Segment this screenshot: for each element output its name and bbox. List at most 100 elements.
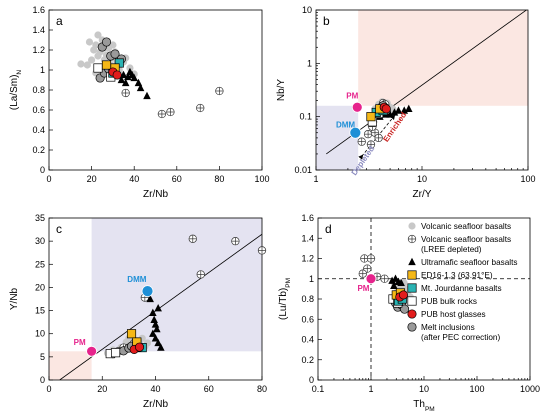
marker-ultramafic <box>397 278 405 286</box>
series-lree-depleted <box>121 86 224 119</box>
marker-volcanic <box>94 31 102 39</box>
marker-ultramafic <box>408 257 416 266</box>
marker-pub-bulk <box>111 348 121 358</box>
marker-lree-depleted <box>374 133 383 143</box>
y-tick-label: 0.8 <box>32 85 45 95</box>
marker-pm <box>351 101 363 113</box>
y-tick-label: 0 <box>309 375 314 385</box>
marker-pub-glass <box>381 104 391 114</box>
x-tick-label: 1000 <box>520 384 540 394</box>
series-ultramafic <box>146 294 165 351</box>
y-tick-label: 1.2 <box>32 45 45 55</box>
marker-lree-depleted <box>157 109 167 119</box>
series-pub-glass <box>395 290 409 302</box>
y-tick-label: 0.01 <box>294 165 312 175</box>
marker-ultramafic <box>394 106 403 114</box>
panel-c: 0 20 40 60 80 0 5 10 15 20 25 30 35 Zr/Nb Y/Nb c PM DMM <box>9 213 267 410</box>
y-axis-label-sub: PM <box>285 278 292 288</box>
y-tick-label: 1 <box>40 65 45 75</box>
marker-pub-glass <box>134 342 145 352</box>
legend-item-lree-depleted: Volcanic seafloor basalts(LREE depleted) <box>407 234 511 254</box>
legend-item-jourdanne: Mt. Jourdanne basalts <box>407 283 502 293</box>
y-axis-label: (La/Sm)N <box>9 70 23 111</box>
zone-enriched <box>49 351 92 380</box>
marker-pub-glass <box>407 309 417 319</box>
marker-volcanic <box>109 41 117 49</box>
marker-lree-depleted <box>358 269 367 278</box>
y-tick-label: 0.6 <box>32 105 45 115</box>
series-dmm <box>349 126 362 139</box>
series-pub-glass <box>108 67 122 80</box>
marker-pub-bulk <box>93 63 103 73</box>
series-pm <box>86 345 97 357</box>
marker-lree-depleted <box>357 137 366 146</box>
y-tick-label: 0 <box>40 375 45 385</box>
x-tick-label: 60 <box>204 384 214 394</box>
marker-lree-depleted <box>407 234 417 244</box>
marker-ultramafic <box>143 91 151 100</box>
series-pub-bulk <box>105 348 121 359</box>
x-tick-label: 100 <box>520 174 535 184</box>
legend-item-volcanic: Volcanic seafloor basalts <box>408 222 511 231</box>
marker-volcanic <box>83 61 91 69</box>
marker-volcanic <box>88 56 96 64</box>
series-pub-glass <box>379 102 391 114</box>
legend-label: Volcanic seafloor basalts <box>421 222 511 231</box>
marker-ed16 <box>366 112 376 122</box>
legend-label: Mt. Jourdanne basalts <box>421 284 502 293</box>
series-ultramafic <box>117 67 151 100</box>
x-axis-label: ThPM <box>413 399 434 413</box>
legend-label: Melt inclusions <box>421 323 475 332</box>
zone-depleted <box>316 105 359 170</box>
marker-ultramafic <box>390 108 399 116</box>
x-tick-label: 40 <box>129 174 139 184</box>
x-tick-label: 1 <box>368 384 373 394</box>
y-tick-label: 1 <box>307 58 312 68</box>
x-axis-label: Zr/Nb <box>143 399 168 410</box>
series-dmm <box>141 285 154 298</box>
x-axis-label-main: Zr/Y <box>413 189 432 200</box>
marker-ultramafic <box>154 338 162 347</box>
legend-label-line2: (after PEC correction) <box>421 333 500 342</box>
marker-ultramafic <box>121 78 130 87</box>
marker-volcanic <box>92 41 100 49</box>
marker-ultramafic <box>119 70 128 79</box>
panel-label: c <box>56 222 62 236</box>
marker-ultramafic <box>404 104 413 113</box>
marker-volcanic <box>85 38 94 46</box>
marker-lree-depleted <box>188 234 197 243</box>
x-tick-label: 20 <box>87 174 97 184</box>
marker-pub-glass <box>398 290 409 300</box>
y-tick-label: 1.6 <box>301 213 314 223</box>
legend-label-line2: (LREE depleted) <box>421 245 482 254</box>
legend-item-ed16: ED16-1,3 (63.91°E) <box>407 270 493 280</box>
y-tick-label: 0.4 <box>301 335 314 345</box>
zone-enriched <box>358 10 528 106</box>
x-tick-label: 40 <box>150 384 160 394</box>
legend-label: Ultramafic seafloor basalts <box>421 258 517 267</box>
y-tick-label: 0.4 <box>32 125 45 135</box>
marker-ultramafic <box>151 320 160 328</box>
y-axis-label: (Lu/Tb)PM <box>278 278 292 320</box>
legend-item-pub-glass: PUB host glasses <box>407 309 486 319</box>
annotation-pm: PM <box>357 284 369 293</box>
marker-ed16 <box>126 329 137 339</box>
marker-ed16 <box>101 60 112 70</box>
panel-d: 0.1 1 10 100 100000.20.40.60.811.21.41.6ThPM… <box>278 213 540 413</box>
y-axis-label: Nb/Y <box>276 79 287 102</box>
y-tick-label: 0.8 <box>301 294 314 304</box>
x-axis-label-main: Th <box>413 399 425 410</box>
x-axis-label-main: Zr/Nb <box>143 399 168 410</box>
x-tick-label: 0 <box>46 174 51 184</box>
x-tick-label: 80 <box>214 174 224 184</box>
marker-lree-depleted <box>380 274 389 283</box>
marker-lree-depleted <box>231 236 240 246</box>
y-axis-label-main: Y/Nb <box>9 287 20 310</box>
legend-label: PUB bulk rocks <box>421 297 477 306</box>
y-tick-label: 35 <box>35 213 45 223</box>
y-axis-label-main: Nb/Y <box>276 79 287 102</box>
legend-item-ultramafic: Ultramafic seafloor basalts <box>408 257 517 267</box>
marker-jourdanne <box>407 283 417 293</box>
x-tick-label: 80 <box>257 384 267 394</box>
